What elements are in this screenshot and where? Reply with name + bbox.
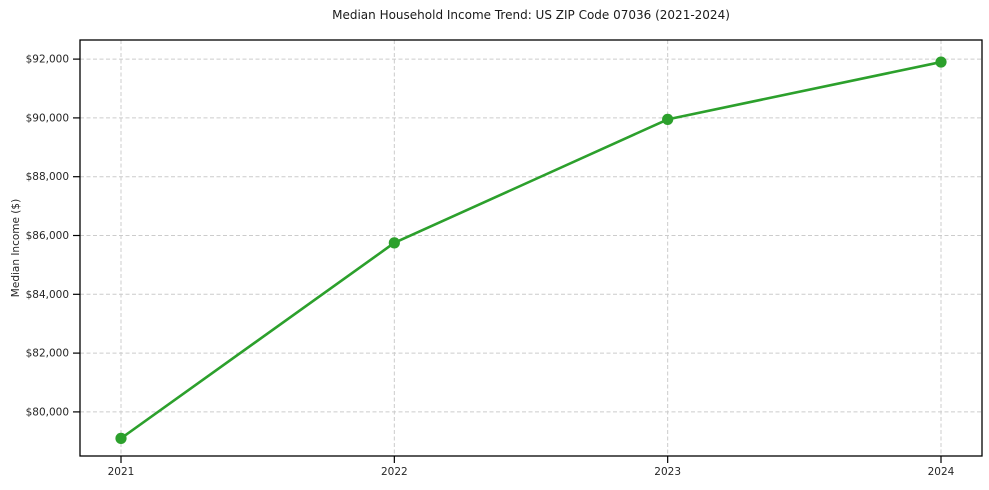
trend-line: [119, 60, 943, 440]
y-tick-label: $90,000: [26, 112, 69, 124]
data-point: [115, 432, 127, 444]
y-tick-label: $82,000: [26, 348, 69, 360]
y-tick-label: $80,000: [26, 406, 69, 418]
y-tick-label: $86,000: [26, 230, 69, 242]
x-tick-label: 2022: [381, 466, 408, 478]
chart-title: Median Household Income Trend: US ZIP Co…: [332, 8, 730, 22]
data-point: [935, 56, 947, 68]
data-point: [662, 113, 674, 125]
data-point: [388, 237, 400, 249]
y-tick-label: $92,000: [26, 54, 69, 66]
y-tick-label: $84,000: [26, 289, 69, 301]
y-axis-label: Median Income ($): [10, 198, 22, 298]
y-tick-label: $88,000: [26, 171, 69, 183]
plot-border: [79, 39, 983, 457]
x-tick-label: 2023: [654, 466, 681, 478]
x-tick-label: 2024: [928, 466, 955, 478]
x-tick-label: 2021: [108, 466, 135, 478]
